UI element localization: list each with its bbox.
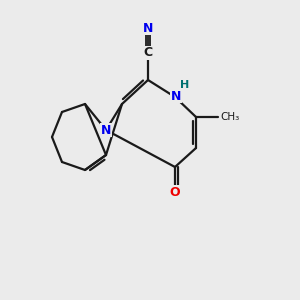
Text: CH₃: CH₃ — [220, 112, 239, 122]
Text: H: H — [180, 80, 190, 90]
Text: N: N — [101, 124, 111, 136]
Text: N: N — [171, 89, 181, 103]
Text: O: O — [170, 185, 180, 199]
Text: N: N — [143, 22, 153, 34]
Text: C: C — [143, 46, 153, 59]
